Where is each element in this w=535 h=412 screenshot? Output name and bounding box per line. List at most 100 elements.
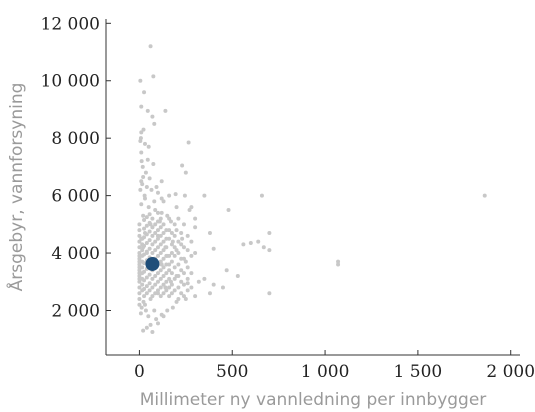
scatter-point: [189, 271, 194, 276]
y-tick-label: 10 000: [41, 72, 100, 92]
scatter-point: [172, 233, 177, 238]
scatter-point: [161, 199, 166, 204]
scatter-point: [144, 215, 149, 220]
scatter-point: [143, 308, 148, 313]
y-tick-label: 12 000: [41, 14, 100, 34]
scatter-point: [153, 274, 158, 279]
scatter-point: [155, 253, 160, 258]
scatter-point: [155, 236, 160, 241]
scatter-point: [172, 245, 177, 250]
scatter-point: [137, 228, 142, 233]
scatter-point: [241, 242, 246, 247]
scatter-point: [142, 90, 147, 95]
scatter-point: [144, 325, 149, 330]
scatter-point: [181, 282, 186, 287]
scatter-point: [181, 222, 186, 227]
data-points: [137, 44, 487, 335]
scatter-point: [179, 279, 184, 284]
scatter-point: [150, 242, 155, 247]
scatter-point: [142, 252, 147, 257]
scatter-point: [147, 176, 152, 181]
scatter-point: [153, 291, 158, 296]
scatter-point: [137, 291, 142, 296]
scatter-point: [145, 108, 150, 113]
scatter-point: [174, 228, 179, 233]
scatter-point: [155, 321, 160, 326]
scatter-point: [155, 279, 160, 284]
scatter-point: [158, 268, 163, 273]
scatter-point: [155, 288, 160, 293]
x-tick-label: 0: [134, 362, 145, 382]
scatter-point: [154, 185, 159, 189]
scatter-point: [180, 163, 185, 168]
scatter-point: [267, 230, 272, 235]
scatter-point: [193, 216, 198, 221]
scatter-point: [150, 233, 155, 238]
scatter-point: [147, 288, 152, 293]
x-axis-ticks: 0 500 1 000 1 500 2 000: [134, 350, 535, 382]
scatter-point: [161, 239, 166, 244]
scatter-point: [146, 314, 151, 319]
scatter-point: [154, 317, 159, 322]
scatter-point: [159, 210, 164, 215]
scatter-point: [148, 44, 153, 49]
scatter-point: [336, 262, 341, 267]
scatter-point: [141, 299, 146, 304]
scatter-point: [138, 136, 143, 141]
scatter-point: [164, 262, 169, 267]
highlighted-points: [145, 256, 160, 271]
scatter-point: [138, 187, 143, 192]
scatter-point: [147, 246, 152, 251]
scatter-point: [155, 190, 160, 195]
y-tick-label: 6 000: [51, 187, 100, 207]
scatter-point: [165, 308, 170, 313]
scatter-point: [176, 285, 181, 290]
scatter-point: [158, 242, 163, 247]
scatter-point: [169, 282, 174, 287]
scatter-point: [147, 238, 152, 243]
scatter-point: [207, 291, 212, 296]
scatter-point: [193, 294, 198, 299]
scatter-point: [137, 297, 142, 301]
scatter-point: [169, 230, 174, 235]
scatter-point: [137, 259, 142, 264]
scatter-point: [169, 242, 174, 247]
y-axis-title: Årsgebyr, vannforsyning: [5, 83, 27, 292]
scatter-point: [161, 222, 166, 227]
scatter-point: [164, 253, 169, 258]
scatter-point: [163, 108, 168, 113]
scatter-point: [142, 269, 147, 274]
scatter-point: [140, 248, 145, 253]
scatter-point: [150, 114, 155, 119]
scatter-point: [259, 193, 264, 198]
scatter-point: [180, 236, 185, 241]
scatter-point: [167, 228, 172, 233]
scatter-point: [169, 251, 174, 256]
scatter-point: [138, 311, 143, 316]
scatter-point: [158, 259, 163, 264]
y-tick-label: 4 000: [51, 244, 100, 264]
scatter-point: [167, 285, 172, 290]
scatter-point: [140, 265, 145, 270]
scatter-point: [172, 265, 177, 270]
scatter-point: [137, 274, 142, 279]
scatter-point: [137, 262, 142, 267]
scatter-point: [172, 276, 177, 281]
scatter-point: [137, 285, 142, 290]
scatter-point: [137, 268, 142, 273]
scatter-point: [155, 271, 160, 276]
scatter-point: [144, 291, 149, 296]
x-tick-label: 1 000: [301, 362, 350, 382]
scatter-point: [164, 271, 169, 276]
scatter-point: [161, 256, 166, 261]
scatter-point: [150, 330, 155, 335]
scatter-point: [142, 278, 147, 283]
scatter-point: [168, 219, 173, 224]
scatter-point: [161, 230, 166, 235]
scatter-point: [159, 196, 164, 201]
scatter-point: [153, 282, 158, 287]
scatter-point: [142, 235, 147, 240]
plot-area: [105, 19, 520, 356]
scatter-point: [185, 276, 190, 281]
